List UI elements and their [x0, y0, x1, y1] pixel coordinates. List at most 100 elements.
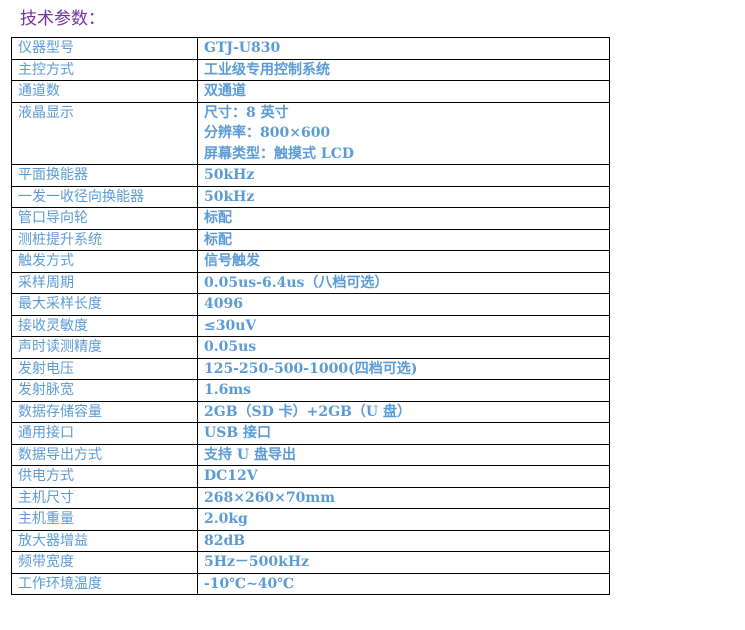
spec-label: 仪器型号	[11, 37, 198, 60]
spec-row: 声时读测精度 0.05us	[11, 336, 610, 359]
spec-value: -10℃~40℃	[197, 572, 610, 595]
spec-row: 工作环境温度 -10℃~40℃	[11, 572, 610, 595]
spec-row: 平面换能器 50kHz	[11, 164, 610, 187]
spec-value: 2GB（SD 卡）+2GB（U 盘）	[197, 400, 610, 423]
spec-value-line: USB 接口	[204, 425, 272, 441]
spec-value: 82dB	[197, 529, 610, 552]
spec-label: 主机重量	[11, 508, 198, 531]
spec-value: 双通道	[197, 80, 610, 103]
spec-value-line: 125-250-500-1000(四档可选)	[204, 360, 418, 377]
spec-row: 最大采样长度 4096	[11, 293, 610, 316]
spec-value-line: 4096	[204, 296, 243, 312]
spec-label: 声时读测精度	[11, 336, 198, 359]
spec-label: 发射脉宽	[11, 379, 198, 402]
spec-label: 数据导出方式	[11, 443, 198, 466]
spec-value-line: 2GB（SD 卡）+2GB（U 盘）	[204, 403, 411, 420]
spec-value-line: 支持 U 盘导出	[204, 446, 296, 463]
spec-label: 通用接口	[11, 422, 198, 445]
spec-label: 主控方式	[11, 58, 198, 81]
spec-value-line: 标配	[204, 231, 232, 248]
spec-value: 1.6ms	[197, 379, 610, 402]
spec-label: 放大器增益	[11, 529, 198, 552]
spec-value: 50kHz	[197, 185, 610, 208]
spec-label: 采样周期	[11, 271, 198, 294]
spec-row: 主机尺寸 268×260×70mm	[11, 486, 610, 509]
spec-table: 仪器型号 GTJ-U830 主控方式 工业级专用控制系统 通道数 双通道 液晶显示 尺寸：8 …	[11, 37, 610, 595]
spec-value: 0.05us-6.4us（八档可选）	[197, 271, 610, 294]
spec-value-line: 50kHz	[204, 188, 255, 205]
spec-row: 触发方式 信号触发	[11, 250, 610, 273]
spec-label: 主机尺寸	[11, 486, 198, 509]
spec-label: 平面换能器	[11, 164, 198, 187]
spec-label: 工作环境温度	[11, 572, 198, 595]
spec-label: 发射电压	[11, 357, 198, 380]
spec-label: 管口导向轮	[11, 207, 198, 230]
spec-value-line: 信号触发	[204, 253, 260, 269]
spec-value-line: 双通道	[204, 83, 246, 99]
spec-row: 仪器型号 GTJ-U830	[11, 37, 610, 60]
spec-row: 采样周期 0.05us-6.4us（八档可选）	[11, 271, 610, 294]
spec-value-line: 5Hz－500kHz	[204, 554, 310, 570]
spec-row: 一发一收径向换能器 50kHz	[11, 185, 610, 208]
spec-row: 放大器增益 82dB	[11, 529, 610, 552]
spec-value: 268×260×70mm	[197, 486, 610, 509]
spec-value: 工业级专用控制系统	[197, 58, 610, 81]
spec-value: 标配	[197, 207, 610, 230]
spec-label: 最大采样长度	[11, 293, 198, 316]
spec-value: DC12V	[197, 465, 610, 488]
spec-row: 数据导出方式 支持 U 盘导出	[11, 443, 610, 466]
spec-label: 液晶显示	[11, 101, 198, 165]
spec-value-line: DC12V	[204, 468, 258, 484]
spec-label: 触发方式	[11, 250, 198, 273]
spec-value-line: 268×260×70mm	[204, 489, 336, 506]
spec-value: 125-250-500-1000(四档可选)	[197, 357, 610, 380]
spec-value-line: 2.0kg	[204, 511, 248, 527]
spec-row: 主控方式 工业级专用控制系统	[11, 58, 610, 81]
spec-row: 频带宽度 5Hz－500kHz	[11, 551, 610, 574]
spec-value: USB 接口	[197, 422, 610, 445]
spec-value-line: 尺寸：8 英寸	[204, 104, 289, 121]
spec-value-line: 屏幕类型：触摸式 LCD	[204, 145, 355, 162]
spec-value: 尺寸：8 英寸分辨率：800×600 屏幕类型：触摸式 LCD	[197, 101, 610, 165]
spec-value-line: 50kHz	[204, 167, 255, 183]
spec-value-line: 1.6ms	[204, 382, 252, 398]
spec-value-line: 0.05us	[204, 339, 257, 355]
spec-value: ≤30uV	[197, 314, 610, 337]
spec-label: 一发一收径向换能器	[11, 185, 198, 208]
spec-value: 50kHz	[197, 164, 610, 187]
spec-row: 发射电压 125-250-500-1000(四档可选)	[11, 357, 610, 380]
spec-label: 数据存储容量	[11, 400, 198, 423]
spec-row: 通用接口 USB 接口	[11, 422, 610, 445]
spec-row: 通道数 双通道	[11, 80, 610, 103]
spec-row: 液晶显示 尺寸：8 英寸分辨率：800×600 屏幕类型：触摸式 LCD	[11, 101, 610, 165]
spec-value: 2.0kg	[197, 508, 610, 531]
spec-value-line: ≤30uV	[204, 317, 257, 334]
spec-value-line: 0.05us-6.4us（八档可选）	[204, 274, 389, 291]
spec-value: 4096	[197, 293, 610, 316]
spec-value-line: -10℃~40℃	[204, 575, 295, 592]
spec-value-line: 82dB	[204, 532, 246, 549]
spec-value: 支持 U 盘导出	[197, 443, 610, 466]
spec-label: 接收灵敏度	[11, 314, 198, 337]
spec-row: 接收灵敏度 ≤30uV	[11, 314, 610, 337]
spec-value-line: 标配	[204, 210, 232, 226]
spec-row: 测桩提升系统 标配	[11, 228, 610, 251]
spec-label: 测桩提升系统	[11, 228, 198, 251]
spec-value: GTJ-U830	[197, 37, 610, 60]
spec-row: 发射脉宽 1.6ms	[11, 379, 610, 402]
spec-value-line: GTJ-U830	[204, 40, 281, 56]
spec-row: 供电方式 DC12V	[11, 465, 610, 488]
spec-value: 5Hz－500kHz	[197, 551, 610, 574]
spec-label: 供电方式	[11, 465, 198, 488]
spec-label: 频带宽度	[11, 551, 198, 574]
spec-label: 通道数	[11, 80, 198, 103]
spec-value: 标配	[197, 228, 610, 251]
spec-value: 0.05us	[197, 336, 610, 359]
section-title: 技术参数：	[20, 9, 105, 29]
spec-row: 数据存储容量 2GB（SD 卡）+2GB（U 盘）	[11, 400, 610, 423]
spec-value: 信号触发	[197, 250, 610, 273]
spec-value-line: 分辨率：800×600	[204, 125, 331, 141]
spec-value-line: 工业级专用控制系统	[204, 61, 330, 78]
spec-row: 管口导向轮 标配	[11, 207, 610, 230]
spec-row: 主机重量 2.0kg	[11, 508, 610, 531]
